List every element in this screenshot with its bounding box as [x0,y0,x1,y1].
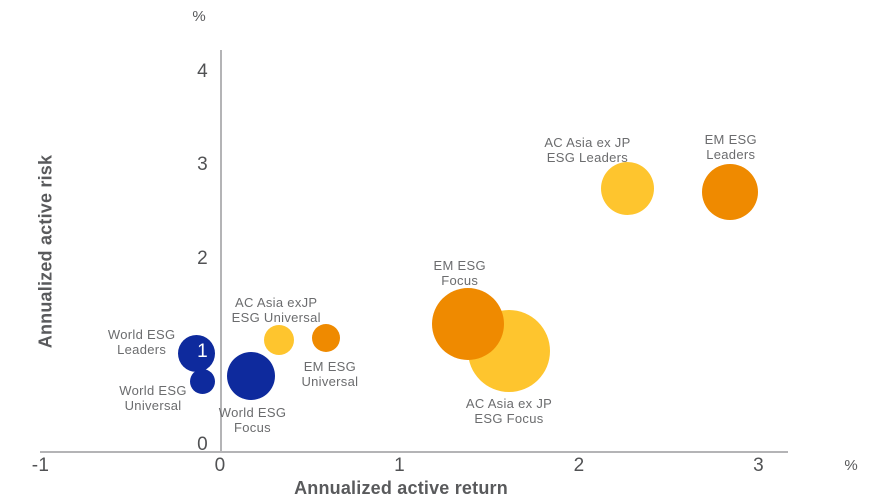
bubble-label-ac-asia-ex-jp-esg-leaders: AC Asia ex JP ESG Leaders [544,134,631,165]
bubble-em-esg-focus [431,287,504,360]
x-axis-unit-label: % [844,457,858,474]
bubble-label-em-esg-leaders: EM ESG Leaders [704,132,757,163]
y-tick-1: 1 [197,340,208,362]
y-axis-unit-label: % [192,8,206,25]
y-tick-4: 4 [197,61,208,82]
x-tick-1: 1 [394,455,405,476]
y-tick-2: 2 [197,247,208,269]
y-axis-title: Annualized active risk [35,154,56,349]
bubble-label-world-esg-leaders: World ESG Leaders [107,326,176,357]
bubble-label-world-esg-focus: World ESG Focus [218,404,287,435]
bubble-label-em-esg-focus: EM ESG Focus [433,257,486,288]
bubble-world-esg-focus [226,351,275,400]
y-tick-0: 0 [197,434,208,455]
bubble-label-world-esg-universal: World ESG Universal [119,382,187,413]
x-axis-line [40,451,788,453]
bubble-label-ac-asia-ex-jp-esg-focus: AC Asia ex JP ESG Focus [465,395,553,426]
bubble-world-esg-universal [189,369,215,395]
x-tick-0: 0 [214,455,226,476]
x-tick-1: -1 [31,455,50,476]
bubble-label-em-esg-universal: EM ESG Universal [301,358,359,389]
bubble-ac-asia-ex-jp-esg-leaders [600,162,654,216]
x-tick-3: 3 [753,455,764,476]
bubble-ac-asia-exjp-esg-universal [264,324,295,355]
bubble-world-esg-leaders [178,335,216,373]
y-axis-line [220,50,222,452]
bubble-em-esg-leaders [701,164,758,221]
x-tick-2: 2 [573,455,585,476]
y-tick-3: 3 [197,154,208,176]
bubble-em-esg-universal [311,323,340,352]
x-axis-title: Annualized active return [294,478,508,498]
bubble-label-ac-asia-exjp-esg-universal: AC Asia exJP ESG Universal [231,294,321,325]
